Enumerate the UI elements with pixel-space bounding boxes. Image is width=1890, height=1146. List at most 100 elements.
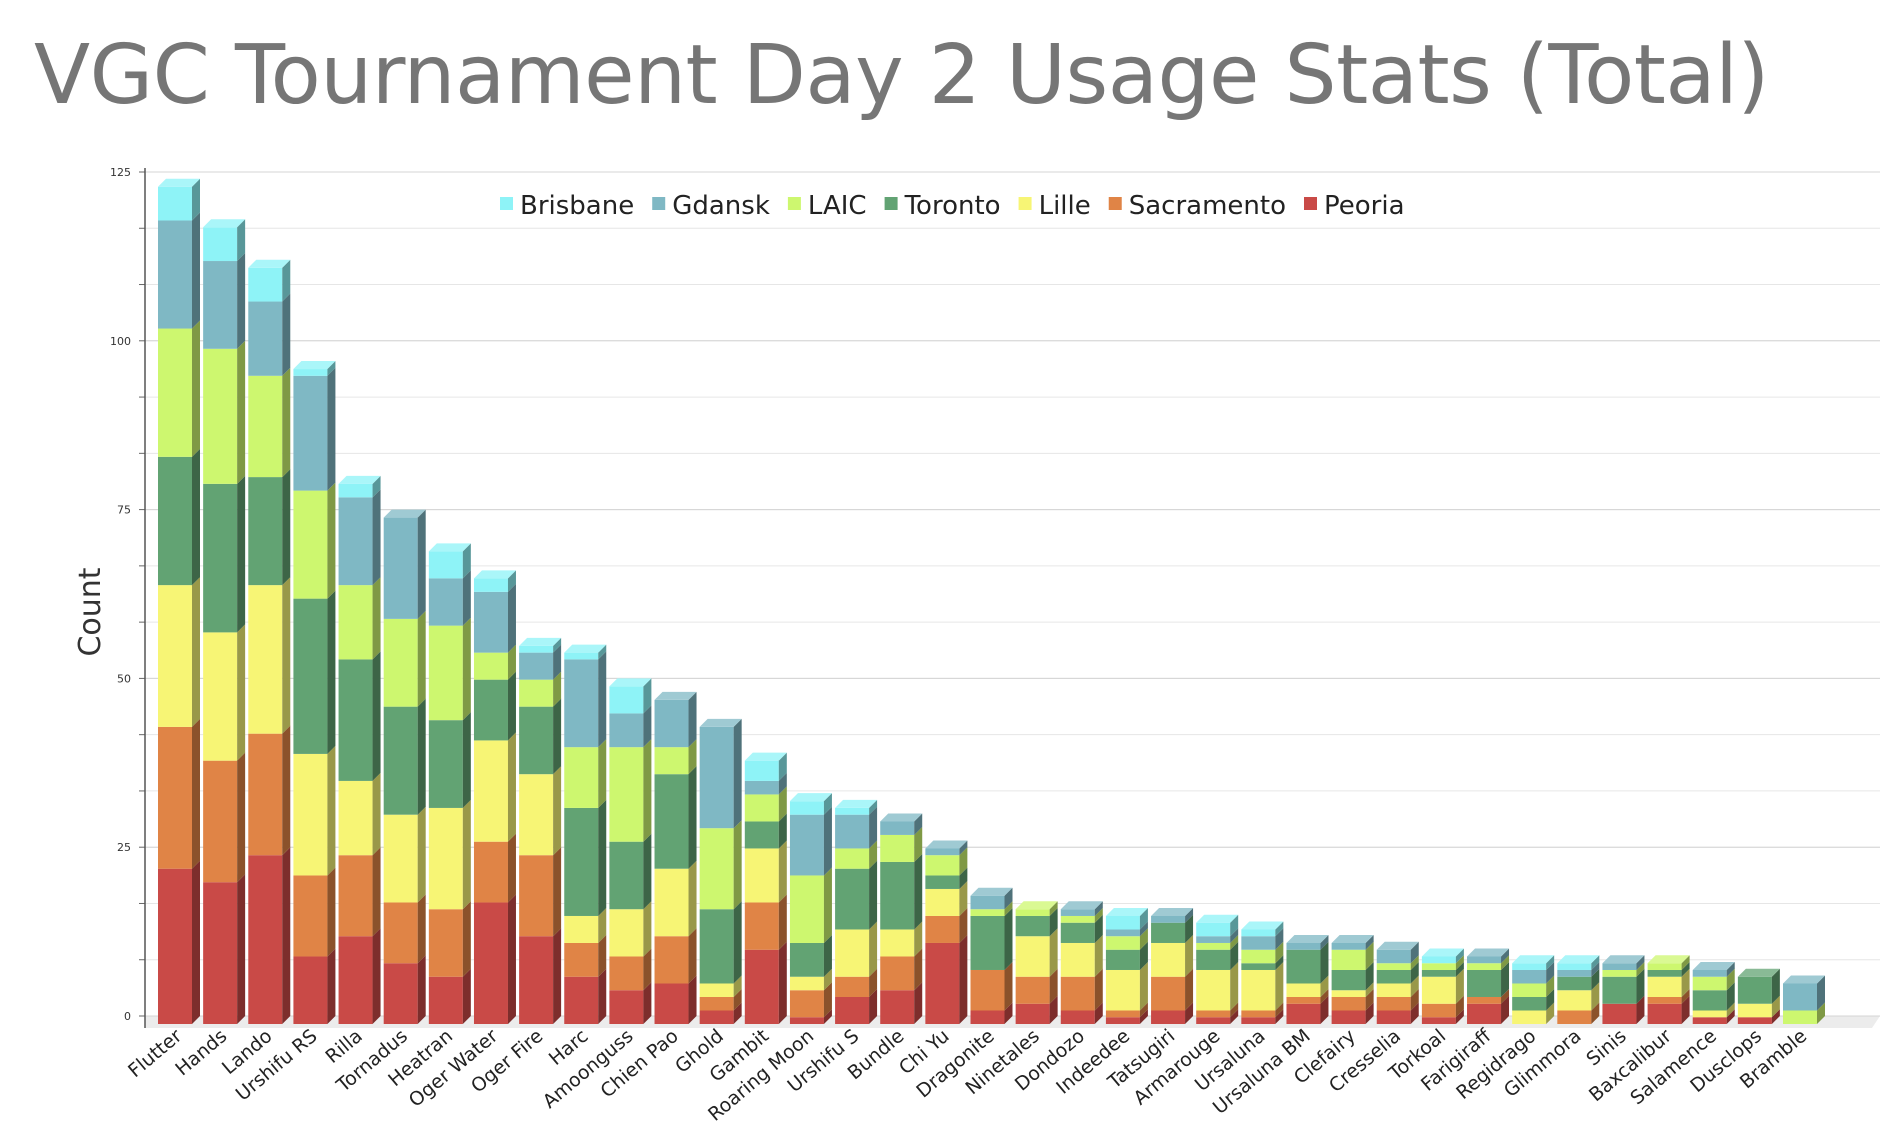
y-tick-label: 50 [117, 672, 131, 685]
bar-segment-brisbane [609, 686, 644, 714]
bar-side-laic [598, 739, 607, 808]
bar-side-sacramento [914, 948, 923, 991]
bar-side-laic [372, 577, 381, 660]
bar-side-sacramento [1591, 1002, 1600, 1024]
bar-side-brisbane [237, 219, 246, 262]
bar-segment-lille [473, 740, 508, 842]
bar-segment-toronto [744, 821, 779, 849]
bar-segment-toronto [383, 706, 418, 815]
bar-side-toronto [1501, 961, 1510, 997]
bar-side-laic [462, 617, 471, 721]
bar-side-laic [1546, 975, 1555, 997]
bar-side-toronto [417, 698, 426, 815]
bar-side-brisbane [778, 752, 787, 781]
bar-side-laic [1726, 968, 1735, 991]
bar-segment-gdansk [970, 895, 1005, 910]
bar-side-toronto [1681, 961, 1690, 977]
chart-title: VGC Tournament Day 2 Usage Stats (Total) [34, 28, 1769, 123]
bar-side-peoria [869, 988, 878, 1024]
bar-segment-laic [1331, 949, 1366, 970]
bar-side-peoria [1049, 995, 1058, 1024]
bar-side-gdansk [372, 489, 381, 586]
bar-side-brisbane [598, 644, 607, 660]
bar-top-cap [1196, 914, 1239, 923]
bar-segment-toronto [654, 774, 689, 869]
bar-side-brisbane [192, 178, 200, 221]
bar-top-cap [880, 813, 923, 822]
bar-segment-laic [203, 348, 238, 484]
bar-side-toronto [1049, 907, 1058, 937]
bar-segment-gdansk [293, 375, 328, 491]
bar-side-sacramento [1004, 961, 1013, 1011]
bar-segment-lille [248, 585, 283, 734]
legend-swatch-laic [787, 197, 801, 210]
legend-swatch-sacramento [1108, 197, 1122, 210]
bar-segment-sacramento [564, 942, 599, 977]
bar-segment-sacramento [1286, 996, 1321, 1004]
bar-segment-toronto [1512, 996, 1547, 1011]
bar-segment-gdansk [880, 821, 915, 835]
bar-segment-brisbane [1241, 929, 1276, 937]
bar-side-sacramento [1049, 968, 1058, 1004]
bar-segment-gdansk [1105, 929, 1140, 937]
bar-segment-peoria [1196, 1017, 1231, 1024]
bar-segment-gdansk [1196, 936, 1231, 943]
bar-side-brisbane [823, 793, 832, 815]
bar-side-laic [1094, 907, 1103, 923]
bar-side-sacramento [553, 847, 562, 937]
bar-side-gdansk [688, 691, 697, 748]
bar-segment-toronto [158, 456, 192, 586]
bar-segment-peoria [925, 942, 960, 1024]
bar-segment-laic [1015, 909, 1050, 916]
bar-side-gdansk [1185, 907, 1194, 923]
bar-segment-peoria [1737, 1017, 1772, 1024]
bar-top-cap [1737, 968, 1780, 977]
bar-side-sacramento [1365, 988, 1374, 1011]
bar-segment-peoria [835, 996, 870, 1024]
bar-side-toronto [688, 766, 697, 869]
bar-side-lille [1185, 934, 1194, 977]
bar-segment-laic [699, 828, 734, 910]
bar-side-toronto [1455, 961, 1464, 977]
bar-top-cap [1602, 955, 1645, 964]
bar-segment-laic [1060, 915, 1095, 923]
legend-swatch-brisbane [500, 197, 513, 210]
bar-side-toronto [1726, 982, 1735, 1011]
bar-side-lille [643, 901, 652, 957]
bar-side-toronto [1230, 941, 1239, 970]
bar-side-laic [778, 786, 787, 822]
bar-segment-lille [1692, 1010, 1727, 1018]
bar-segment-laic [383, 618, 418, 707]
bar-side-gdansk [914, 813, 923, 835]
bar-side-brisbane [553, 637, 562, 653]
bar-segment-peoria [338, 936, 373, 1024]
bar-segment-toronto [203, 483, 238, 633]
bar-segment-laic [1602, 969, 1637, 977]
bar-top-cap [248, 259, 291, 268]
bar-segment-toronto [1647, 969, 1682, 977]
bar-segment-sacramento [1060, 976, 1095, 1011]
bar-segment-toronto [1557, 976, 1592, 991]
bar-top-cap [158, 178, 200, 187]
bar-segment-brisbane [473, 578, 508, 592]
bar-side-peoria [1636, 995, 1645, 1024]
bar-segment-lille [789, 976, 824, 991]
legend-swatch-peoria [1304, 197, 1317, 210]
bar-side-toronto [778, 813, 787, 849]
bar-side-sacramento [192, 718, 200, 869]
bar-top-cap [925, 840, 968, 849]
bar-segment-brisbane [1196, 922, 1231, 937]
bar-side-lille [1230, 961, 1239, 1011]
bar-segment-laic [1647, 963, 1682, 970]
legend-label-brisbane: Brisbane [520, 191, 634, 221]
bar-side-brisbane [643, 678, 652, 714]
bar-side-laic [1817, 1002, 1825, 1024]
bar-side-sacramento [1139, 1002, 1148, 1018]
bar-top-cap [383, 509, 426, 518]
bar-side-gdansk [1501, 948, 1510, 964]
legend-label-peoria: Peoria [1324, 191, 1405, 221]
bar-side-brisbane [1230, 914, 1239, 937]
bar-side-laic [1004, 901, 1013, 916]
bar-side-gdansk [282, 293, 291, 376]
bar-side-lille [1139, 961, 1148, 1011]
